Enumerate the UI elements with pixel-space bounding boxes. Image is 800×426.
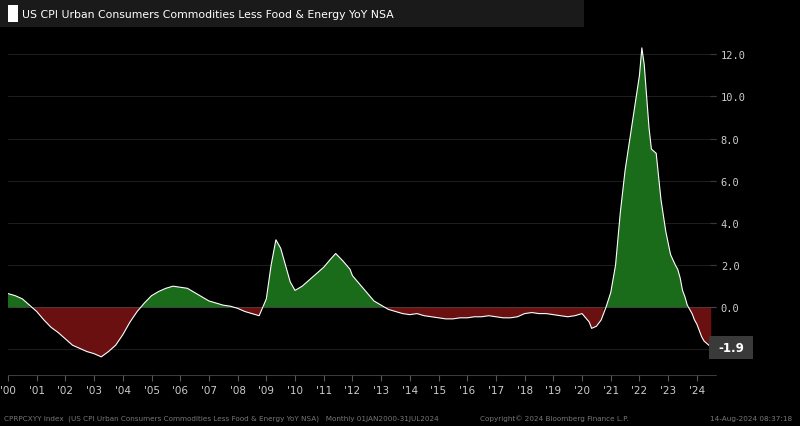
Text: US CPI Urban Consumers Commodities Less Food & Energy YoY NSA: US CPI Urban Consumers Commodities Less … bbox=[22, 9, 394, 20]
Text: CPRPCXYY Index  (US CPI Urban Consumers Commodities Less Food & Energy YoY NSA) : CPRPCXYY Index (US CPI Urban Consumers C… bbox=[4, 414, 438, 421]
Text: -1.9: -1.9 bbox=[718, 341, 744, 354]
Text: 14-Aug-2024 08:37:18: 14-Aug-2024 08:37:18 bbox=[710, 415, 792, 421]
Text: Copyright© 2024 Bloomberg Finance L.P.: Copyright© 2024 Bloomberg Finance L.P. bbox=[480, 414, 629, 421]
